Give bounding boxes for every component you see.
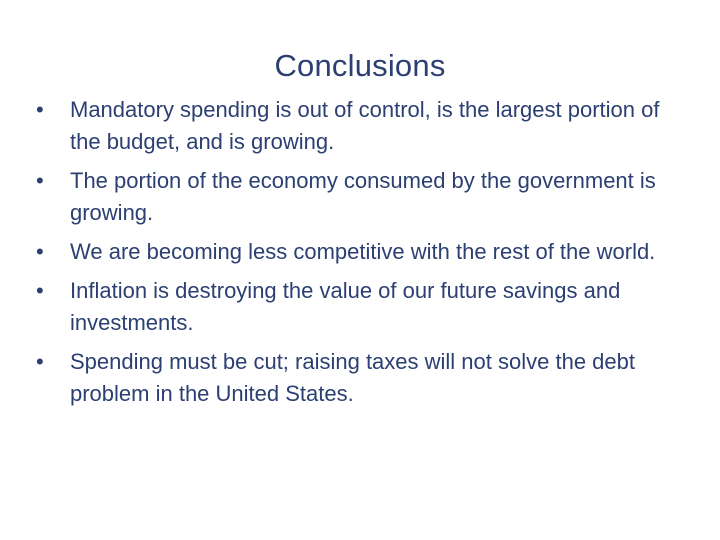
bullet-text: Mandatory spending is out of control, is… (70, 97, 660, 154)
bullet-marker: • (36, 168, 44, 193)
bullet-item-spending-cuts: • Spending must be cut; raising taxes wi… (36, 346, 686, 410)
bullet-text: Spending must be cut; raising taxes will… (70, 349, 635, 406)
bullet-text: Inflation is destroying the value of our… (70, 278, 621, 335)
bullet-text: The portion of the economy consumed by t… (70, 168, 656, 225)
bullet-item-competitiveness: • We are becoming less competitive with … (36, 236, 686, 268)
bullet-text: We are becoming less competitive with th… (70, 239, 656, 264)
bullet-item-mandatory-spending: • Mandatory spending is out of control, … (36, 94, 686, 158)
slide-title: Conclusions (274, 48, 446, 83)
bullet-marker: • (36, 97, 44, 122)
bullet-item-government-share: • The portion of the economy consumed by… (36, 165, 686, 229)
bullet-item-inflation: • Inflation is destroying the value of o… (36, 275, 686, 339)
bullet-marker: • (36, 349, 44, 374)
conclusions-list: • Mandatory spending is out of control, … (36, 94, 686, 417)
bullet-marker: • (36, 239, 44, 264)
bullet-marker: • (36, 278, 44, 303)
